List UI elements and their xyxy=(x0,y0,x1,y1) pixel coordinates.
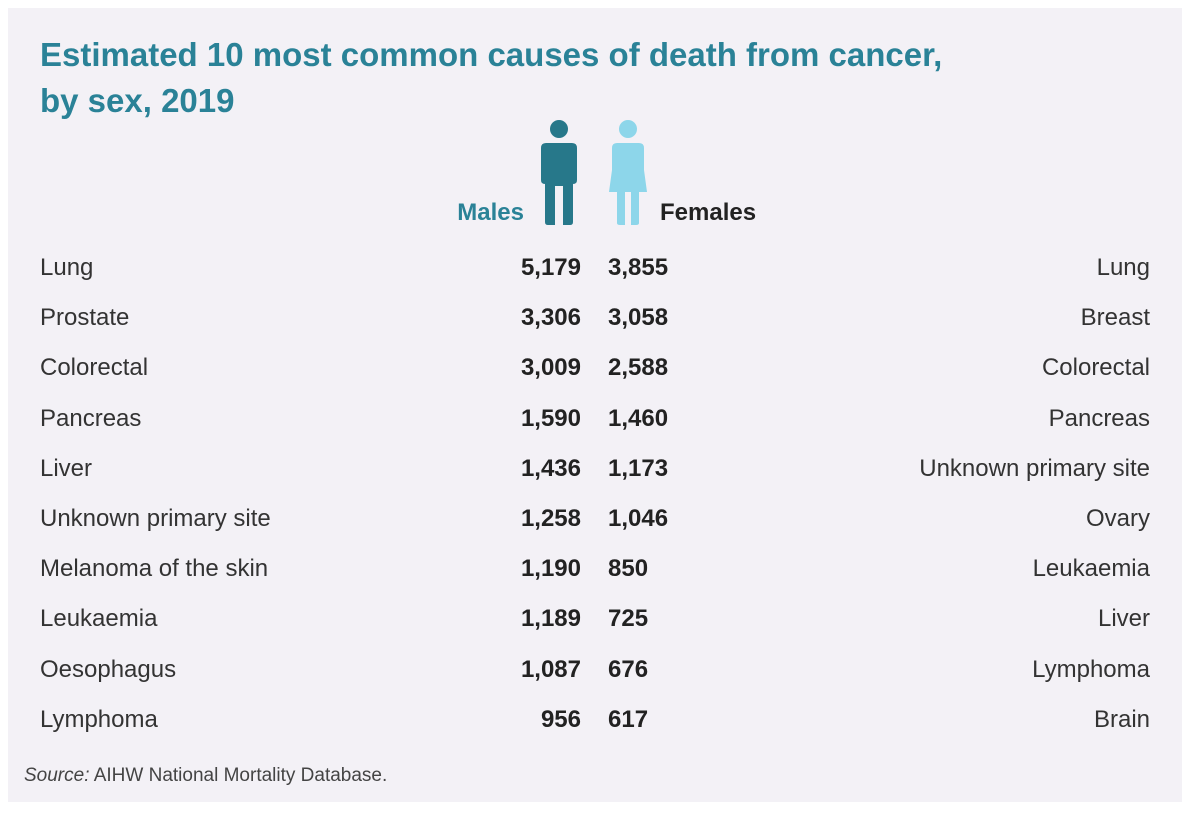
male-cause-label: Melanoma of the skin xyxy=(40,555,269,583)
female-cause-label: Brain xyxy=(1093,705,1150,733)
female-cause-label: Colorectal xyxy=(1041,354,1150,382)
female-cause-label: Lymphoma xyxy=(1032,655,1150,683)
chart-title-line-2: by sex, 2019 xyxy=(40,82,235,119)
female-value: 3,855 xyxy=(608,254,669,281)
female-cause-label: Ovary xyxy=(1085,504,1150,532)
female-value: 850 xyxy=(608,555,649,583)
male-cause-label: Oesophagus xyxy=(40,655,177,683)
data-rows: Lung 5,179 3,855 Lung Prostate 3,306 3,058 Brea… xyxy=(8,242,1182,744)
male-value: 1,190 xyxy=(520,555,581,583)
male-value: 956 xyxy=(540,705,581,733)
male-cause-label: Liver xyxy=(40,454,93,482)
female-value: 3,058 xyxy=(608,304,669,332)
table-row: Liver 1,436 1,173 Unknown primary site xyxy=(8,443,1182,493)
legend-females: Females xyxy=(660,199,757,226)
male-value: 1,087 xyxy=(520,655,581,683)
table-row: Prostate 3,306 3,058 Breast xyxy=(8,292,1182,342)
male-cause-label: Pancreas xyxy=(40,404,142,432)
table-row: Colorectal 3,009 2,588 Colorectal xyxy=(8,342,1182,392)
male-value: 1,436 xyxy=(520,454,581,482)
male-value: 3,009 xyxy=(520,354,581,382)
female-cause-label: Lung xyxy=(1096,254,1150,281)
source-text: AIHW National Mortality Database. xyxy=(93,765,388,786)
male-cause-label: Prostate xyxy=(40,304,130,332)
female-figure-icon xyxy=(609,120,647,225)
table-row: Pancreas 1,590 1,460 Pancreas xyxy=(8,393,1182,443)
chart-title: Estimated 10 most common causes of death… xyxy=(40,32,1140,124)
female-cause-label: Leukaemia xyxy=(1032,555,1150,583)
male-cause-label: Leukaemia xyxy=(40,605,158,633)
table-row: Lymphoma 956 617 Brain xyxy=(8,694,1182,744)
table-row: Oesophagus 1,087 676 Lymphoma xyxy=(8,644,1182,694)
male-value: 1,258 xyxy=(520,504,581,532)
female-value: 2,588 xyxy=(608,354,669,382)
male-value: 1,590 xyxy=(520,404,581,432)
male-figure-icon xyxy=(541,120,577,225)
male-value: 1,189 xyxy=(520,605,581,633)
source-label: Source: xyxy=(24,765,90,786)
female-cause-label: Pancreas xyxy=(1048,404,1150,432)
chart-panel: Estimated 10 most common causes of death… xyxy=(8,8,1182,802)
male-cause-label: Unknown primary site xyxy=(40,504,271,532)
male-cause-label: Lung xyxy=(40,254,94,281)
female-value: 725 xyxy=(608,605,649,633)
table-row: Lung 5,179 3,855 Lung xyxy=(8,242,1182,292)
female-cause-label: Liver xyxy=(1097,605,1150,633)
female-value: 1,460 xyxy=(608,404,669,432)
table-row: Unknown primary site 1,258 1,046 Ovary xyxy=(8,493,1182,543)
table-row: Leukaemia 1,189 725 Liver xyxy=(8,593,1182,643)
female-value: 617 xyxy=(608,705,649,733)
source-note: Source: AIHW National Mortality Database… xyxy=(24,763,387,789)
male-cause-label: Colorectal xyxy=(40,354,149,382)
male-cause-label: Lymphoma xyxy=(40,705,158,733)
chart-title-line-1: Estimated 10 most common causes of death… xyxy=(40,36,943,73)
female-value: 1,046 xyxy=(608,504,669,532)
table-row: Melanoma of the skin 1,190 850 Leukaemia xyxy=(8,543,1182,593)
female-cause-label: Breast xyxy=(1080,304,1150,332)
female-value: 676 xyxy=(608,655,649,683)
female-value: 1,173 xyxy=(608,454,669,482)
male-value: 5,179 xyxy=(520,254,581,281)
male-value: 3,306 xyxy=(520,304,581,332)
female-cause-label: Unknown primary site xyxy=(919,454,1150,482)
legend-males: Males xyxy=(457,199,524,226)
